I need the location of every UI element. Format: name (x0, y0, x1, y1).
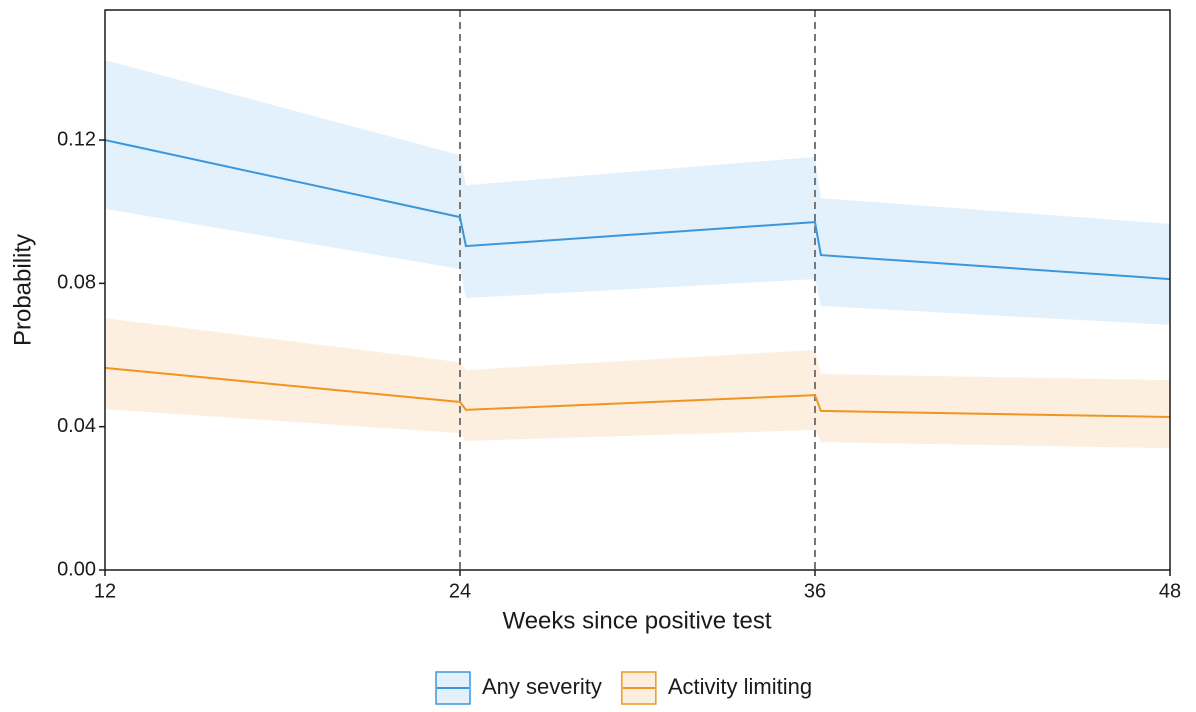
y-tick-label: 0.08 (57, 272, 96, 294)
x-tick-label: 24 (449, 580, 471, 602)
y-axis-label: Probability (9, 234, 36, 346)
x-tick-label: 12 (94, 580, 116, 602)
x-tick-label: 36 (804, 580, 826, 602)
series-line (104, 139, 1171, 281)
x-tick-label: 48 (1159, 580, 1181, 602)
legend-label: Any severity (482, 674, 602, 699)
x-axis-label: Weeks since positive test (502, 607, 771, 634)
legend-label: Activity limiting (668, 674, 812, 699)
y-tick-label: 0.12 (57, 128, 96, 150)
y-tick-label: 0.00 (57, 558, 96, 580)
series-line (104, 366, 1171, 419)
plot-frame (104, 9, 1171, 571)
y-tick-label: 0.04 (57, 415, 96, 437)
legend: Any severity Activity limiting (435, 671, 812, 705)
confidence-band (105, 60, 1170, 325)
confidence-band (105, 318, 1170, 449)
